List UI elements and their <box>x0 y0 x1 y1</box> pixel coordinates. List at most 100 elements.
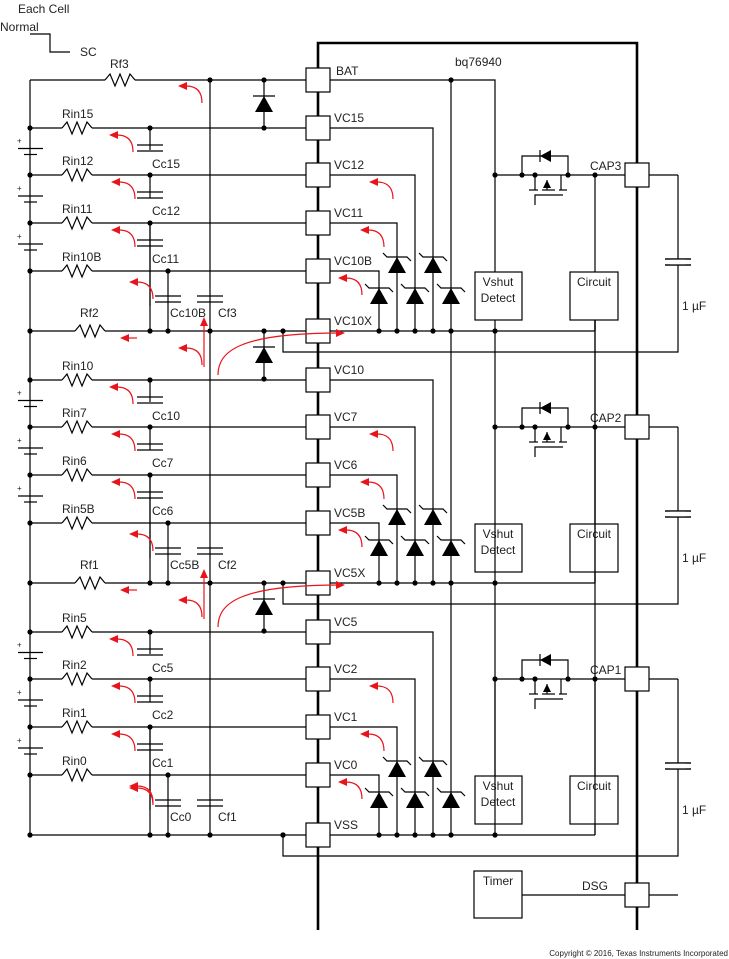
current-arrow <box>185 599 203 618</box>
pin-label: VC12 <box>334 158 364 172</box>
internal-wire <box>330 174 416 331</box>
junction-dot <box>207 832 213 838</box>
rin-label: Rin10B <box>62 250 101 264</box>
vshut-detect-block <box>474 775 523 825</box>
body-diode-wire <box>521 155 569 175</box>
cell-plus-sign: + <box>17 389 22 398</box>
vshut-label: Vshut <box>483 527 514 541</box>
resistor-rin <box>61 167 93 183</box>
pin-label: VC10X <box>334 314 372 328</box>
current-arrowhead <box>111 730 120 738</box>
current-arrowhead <box>129 784 138 792</box>
current-arrowhead <box>336 581 345 589</box>
current-arrowhead <box>338 274 347 282</box>
rin-label: Rin2 <box>62 658 87 672</box>
pin-label-bat: BAT <box>336 64 359 78</box>
cell-plus-sign: + <box>17 736 22 745</box>
internal-wire <box>330 774 380 835</box>
resistor-rin <box>61 467 93 483</box>
mosfet-arrow-icon <box>543 432 551 440</box>
pin-label: VC10 <box>334 363 364 377</box>
zener-diode-icon <box>388 761 406 777</box>
current-arrow <box>116 638 134 657</box>
current-arrowhead <box>200 569 208 578</box>
current-arrow <box>367 733 385 752</box>
clamp-diode-icon <box>255 347 273 363</box>
detect-label: Detect <box>481 543 516 557</box>
zener-diode-icon <box>424 257 442 273</box>
cc-label: Cc5 <box>152 661 174 675</box>
pin-box <box>305 258 331 284</box>
dsg-pin-label: DSG <box>582 879 608 893</box>
junction-dot <box>394 832 400 838</box>
rin-label: Rin10 <box>62 359 94 373</box>
junction-dot <box>261 376 267 382</box>
junction-dot <box>147 580 153 586</box>
copyright: Copyright © 2016, Texas Instruments Inco… <box>549 949 728 958</box>
junction-dot <box>430 580 436 586</box>
pin-label: VC6 <box>334 458 358 472</box>
internal-wire <box>330 426 416 583</box>
current-arrowhead <box>111 178 120 186</box>
resistor-rin <box>61 372 93 388</box>
current-arrow <box>118 229 136 248</box>
junction-dot <box>376 832 382 838</box>
pin-box <box>305 619 331 645</box>
vshut-label: Vshut <box>483 275 514 289</box>
bat-diode-icon <box>255 96 273 112</box>
cell-plus-sign: + <box>17 184 22 193</box>
current-arrow <box>185 347 203 366</box>
resistor-rin <box>61 419 93 435</box>
cell-plus-sign: + <box>17 436 22 445</box>
resistor-rin <box>61 624 93 640</box>
rin-label: Rin12 <box>62 154 94 168</box>
internal-wire <box>330 726 398 835</box>
resistor-rin <box>61 719 93 735</box>
internal-wire <box>330 270 380 331</box>
internal-wire <box>330 522 380 583</box>
current-arrow <box>185 85 203 104</box>
junction-dot <box>592 172 598 178</box>
current-arrow <box>118 481 136 500</box>
zener-diode-icon <box>370 792 388 808</box>
pin-box <box>305 462 331 488</box>
current-arrowhead <box>111 478 120 486</box>
junction-dot <box>412 580 418 586</box>
cc-label: Cc2 <box>152 708 174 722</box>
body-diode-icon <box>540 654 551 666</box>
junction-dot <box>412 328 418 334</box>
zener-bar <box>418 252 448 262</box>
mosfet-arrow-icon <box>543 684 551 692</box>
current-arrowhead <box>200 317 208 326</box>
resistor-rin <box>61 767 93 783</box>
mosfet-gate <box>534 194 563 205</box>
legend-sc: SC <box>80 45 97 59</box>
rin-label: Rin7 <box>62 406 87 420</box>
zener-bar <box>400 787 430 797</box>
current-arrow <box>217 332 341 376</box>
junction-dot <box>412 832 418 838</box>
junction-dot <box>165 832 171 838</box>
zener-bar <box>400 535 430 545</box>
internal-wire <box>330 474 398 583</box>
junction-dot <box>147 832 153 838</box>
rf-label: Rf1 <box>80 558 99 572</box>
detect-label: Detect <box>481 795 516 809</box>
circuit-label: Circuit <box>577 779 612 793</box>
timer-block <box>473 870 523 919</box>
zener-bar <box>382 756 412 766</box>
current-arrow <box>367 481 385 500</box>
cap-pin-label: CAP1 <box>590 663 622 677</box>
pin-box <box>305 510 331 536</box>
pin-label: VC15 <box>334 111 364 125</box>
internal-wire <box>330 222 398 331</box>
resistor-rin <box>61 515 93 531</box>
pin-box <box>305 762 331 788</box>
junction-dot <box>430 328 436 334</box>
pin-label: VC5X <box>334 566 365 580</box>
mosfet-gate <box>534 446 563 457</box>
cap-gap <box>670 511 686 517</box>
zener-bar <box>418 504 448 514</box>
current-arrow <box>345 277 363 296</box>
pin-label: VC1 <box>334 710 358 724</box>
